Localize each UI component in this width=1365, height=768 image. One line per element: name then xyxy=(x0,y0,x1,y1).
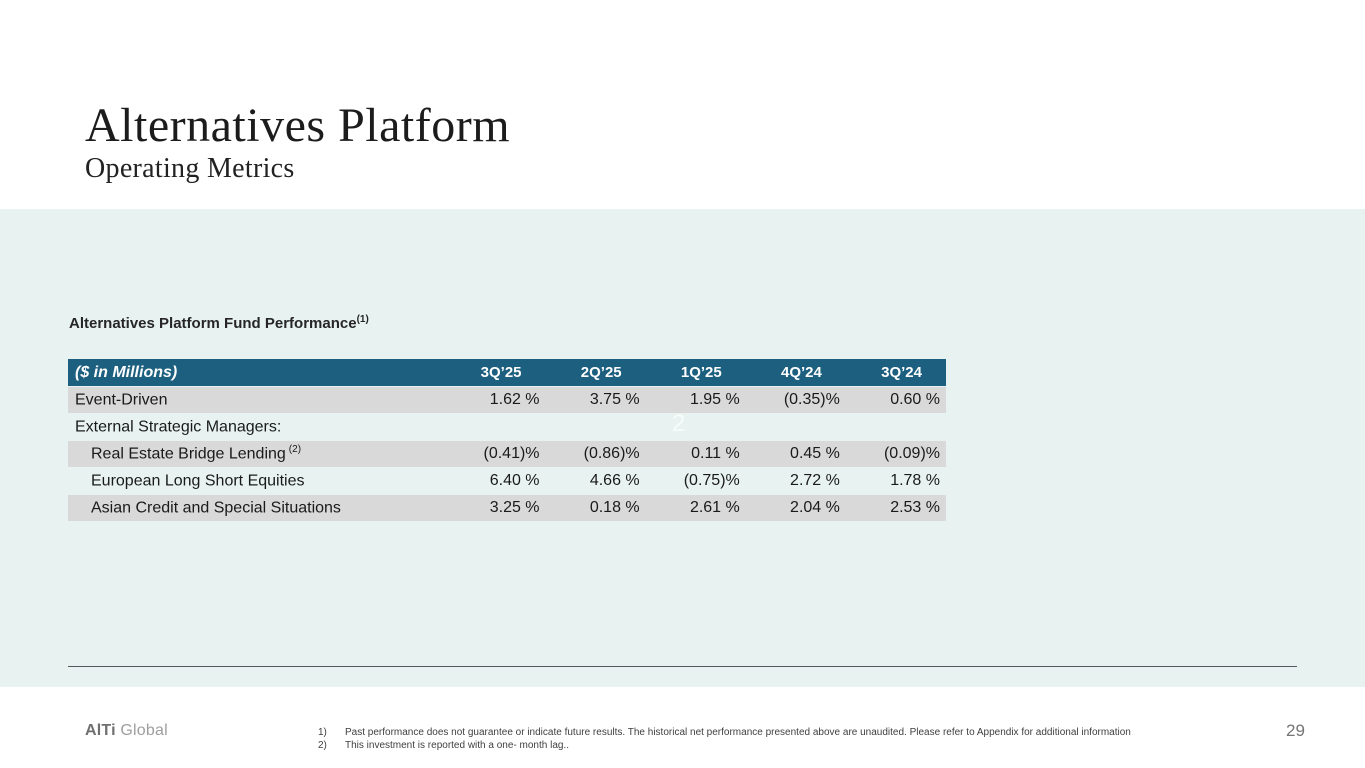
cell-value: 0.45 % xyxy=(745,441,846,467)
page-subtitle: Operating Metrics xyxy=(85,153,295,184)
row-superscript: (2) xyxy=(288,444,302,456)
header-col-4q24: 4Q’24 xyxy=(745,359,846,386)
cell-value: 2.04 % xyxy=(745,495,846,521)
company-logo: AlTi Global xyxy=(85,722,168,740)
header-col-2q25: 2Q’25 xyxy=(545,359,646,386)
header-col-1q25: 1Q’25 xyxy=(645,359,746,386)
header-label: ($ in Millions) xyxy=(68,359,446,386)
footnote-text: Past performance does not guarantee or i… xyxy=(345,727,1131,738)
footnotes: 1) Past performance does not guarantee o… xyxy=(318,726,1131,752)
watermark-digit: 2 xyxy=(672,410,686,437)
logo-secondary-text: Global xyxy=(120,722,168,739)
cell-value: 2.72 % xyxy=(790,472,840,489)
cell-value: (0.09)% xyxy=(845,441,946,467)
footnote-number: 1) xyxy=(318,727,327,738)
cell-value: 1.62 % xyxy=(445,387,546,413)
logo-primary-text: AlTi xyxy=(85,722,116,739)
cell-value: 2.61 % xyxy=(645,495,746,521)
cell-value: (0.41)% xyxy=(445,441,546,467)
page-number: 29 xyxy=(1286,721,1305,740)
table-row: European Long Short Equities 6.40 % 4.66… xyxy=(68,468,946,494)
table-title-text: Alternatives Platform Fund Performance xyxy=(69,315,357,332)
cell-value: 0.60 % xyxy=(845,387,946,413)
table-row: External Strategic Managers: xyxy=(68,414,946,440)
table-header-row: ($ in Millions) 3Q’25 2Q’25 1Q’25 4Q’24 … xyxy=(68,359,946,386)
table-row: Real Estate Bridge Lending (2) (0.41)% (0… xyxy=(68,441,946,467)
cell-value: 1.95 % xyxy=(645,387,746,413)
header-col-3q24: 3Q’24 xyxy=(845,359,946,386)
cell-value: 3.25 % xyxy=(445,495,546,521)
cell-value: 3.75 % xyxy=(545,387,646,413)
row-label: Event-Driven xyxy=(75,391,168,409)
cell-value: 1.78 % xyxy=(890,472,940,489)
footer-divider xyxy=(68,666,1297,667)
title-block: Alternatives Platform Operating Metrics xyxy=(85,100,510,186)
table-title-superscript: (1) xyxy=(356,314,369,325)
cell-value: 2.53 % xyxy=(845,495,946,521)
table-row: Asian Credit and Special Situations 3.25… xyxy=(68,495,946,521)
header-col-3q25: 3Q’25 xyxy=(445,359,546,386)
cell-value: (0.86)% xyxy=(545,441,646,467)
footnote-text: This investment is reported with a one- … xyxy=(345,740,569,751)
cell-value xyxy=(445,414,545,440)
row-label: Asian Credit and Special Situations xyxy=(91,499,341,517)
cell-value: 4.66 % xyxy=(589,472,640,489)
row-label: External Strategic Managers: xyxy=(75,418,282,436)
footnote-number: 2) xyxy=(318,740,327,751)
footnote-1: 1) Past performance does not guarantee o… xyxy=(318,726,1131,739)
cell-value: 0.11 % xyxy=(645,441,746,467)
cell-value: (0.75)% xyxy=(683,472,740,489)
cell-value xyxy=(546,414,646,440)
footnote-2: 2) This investment is reported with a on… xyxy=(318,739,1131,752)
row-label: Real Estate Bridge Lending xyxy=(91,445,286,463)
table-title: Alternatives Platform Fund Performance(1… xyxy=(69,314,369,332)
fund-performance-table: ($ in Millions) 3Q’25 2Q’25 1Q’25 4Q’24 … xyxy=(68,358,946,522)
cell-value xyxy=(846,414,946,440)
cell-value xyxy=(746,414,846,440)
page-title: Alternatives Platform xyxy=(85,99,511,152)
row-label: European Long Short Equities xyxy=(91,472,305,490)
cell-value xyxy=(646,414,746,440)
cell-value: (0.35)% xyxy=(745,387,846,413)
table-row: Event-Driven 1.62 % 3.75 % 1.95 % (0.35)… xyxy=(68,387,946,413)
cell-value: 0.18 % xyxy=(545,495,646,521)
cell-value: 6.40 % xyxy=(489,472,540,489)
